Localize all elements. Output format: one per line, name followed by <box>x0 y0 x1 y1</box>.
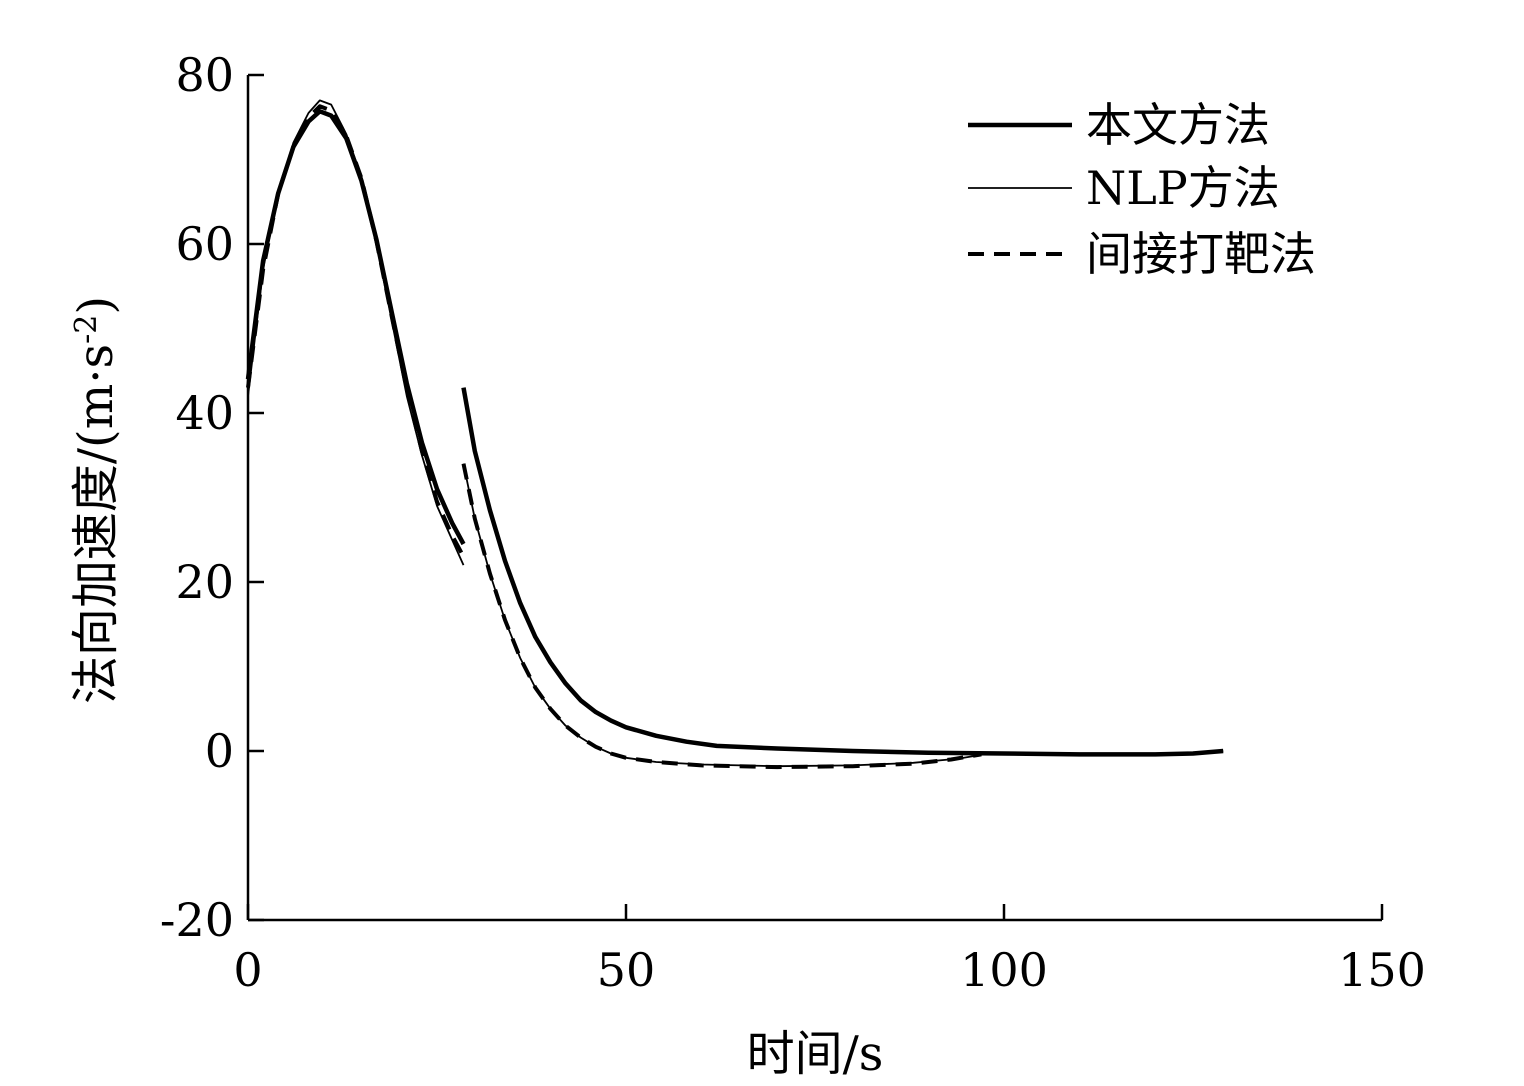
x-tick-label: 150 <box>1338 943 1426 997</box>
y-tick-label: 60 <box>175 217 234 271</box>
series-line <box>461 463 982 770</box>
legend-item: 本文方法 <box>968 98 1270 152</box>
legend-item: NLP方法 <box>968 161 1280 215</box>
y-tick-label: 40 <box>175 386 234 440</box>
legend-label: 间接打靶法 <box>1086 227 1316 281</box>
series-line <box>246 104 466 558</box>
legend-label: 本文方法 <box>1086 98 1270 152</box>
axes <box>246 75 1382 922</box>
x-tick-label: 0 <box>233 943 262 997</box>
y-tick-label: 0 <box>205 724 234 778</box>
y-tick-label: 20 <box>175 555 234 609</box>
legend-label: NLP方法 <box>1086 161 1280 215</box>
y-axis-title-main: 法向加速度/(m·s <box>68 344 124 704</box>
legend-item: 间接打靶法 <box>968 227 1316 281</box>
series-line <box>462 463 1224 768</box>
series-1 <box>245 109 1224 757</box>
series-layer <box>245 99 1224 770</box>
y-tick-label: 80 <box>175 48 234 102</box>
x-tick-label: 50 <box>597 943 656 997</box>
series-2 <box>247 99 1224 768</box>
y-axis-title: 法向加速度/(m·s-2) <box>68 296 124 704</box>
series-line <box>461 387 1224 757</box>
series-3 <box>246 104 982 770</box>
y-axis-title-sup: -2 <box>69 315 104 344</box>
x-tick-label: 100 <box>960 943 1048 997</box>
y-axis-title-close: ) <box>68 296 124 315</box>
y-tick-label: -20 <box>160 893 234 947</box>
x-axis-title: 时间/s <box>747 1026 884 1082</box>
